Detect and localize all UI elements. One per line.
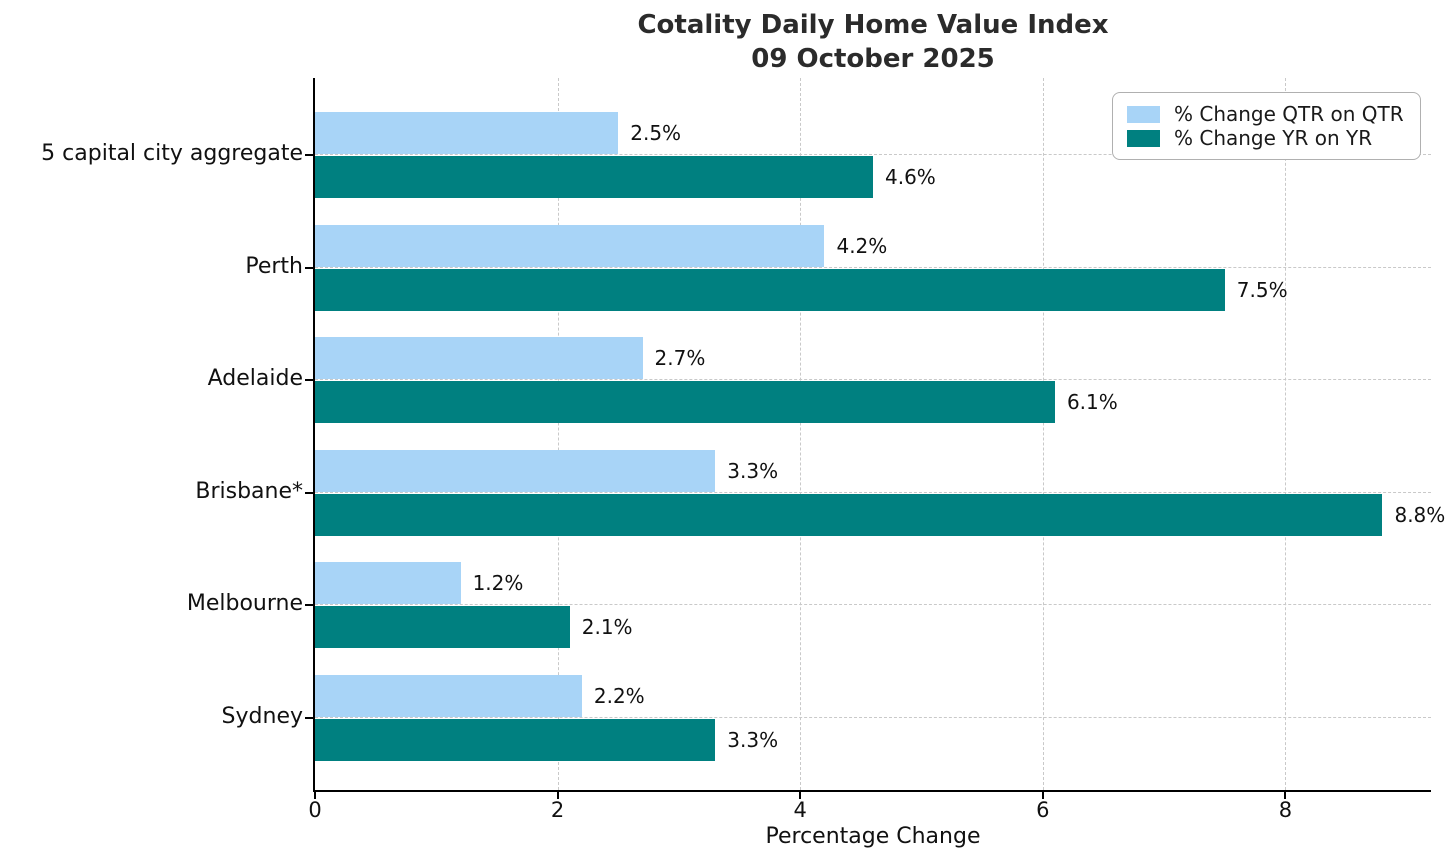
bar-value-label: 4.2% <box>836 233 888 258</box>
category-label: Brisbane* <box>195 478 303 504</box>
x-tick-label: 6 <box>1036 798 1050 822</box>
y-axis-tick <box>305 154 313 156</box>
x-tick-label: 2 <box>550 798 565 822</box>
x-axis-tick <box>799 792 802 799</box>
vertical-gridline <box>557 78 559 790</box>
x-axis-tick <box>556 792 559 799</box>
qtr-bar <box>315 675 582 717</box>
yr-bar <box>315 606 570 649</box>
yr-bar <box>315 493 1383 536</box>
y-axis-tick <box>305 266 313 269</box>
horizontal-gridline <box>315 604 1431 606</box>
horizontal-gridline <box>315 717 1431 718</box>
legend-swatch-yr-icon <box>1127 129 1160 147</box>
y-axis-tick <box>305 379 313 382</box>
legend-label-qtr: % Change QTR on QTR <box>1174 102 1404 126</box>
qtr-bar <box>315 562 461 605</box>
legend-item-qtr: % Change QTR on QTR <box>1127 102 1406 126</box>
x-axis-tick <box>314 792 316 799</box>
bar-value-label: 2.2% <box>593 684 645 708</box>
bar-value-label: 8.8% <box>1394 502 1446 527</box>
qtr-bar <box>315 224 825 267</box>
bar-value-label: 2.5% <box>630 121 682 145</box>
yr-bar <box>315 268 1225 311</box>
bar-value-label: 4.6% <box>885 165 936 189</box>
y-axis-tick <box>305 604 313 607</box>
x-tick-label: 8 <box>1278 798 1293 822</box>
yr-bar <box>315 381 1055 424</box>
vertical-gridline <box>1042 78 1044 790</box>
bar-value-label: 2.7% <box>654 346 706 371</box>
chart-subtitle: 09 October 2025 <box>751 44 995 74</box>
bar-value-label: 2.1% <box>581 615 633 640</box>
bar-value-label: 1.2% <box>472 571 524 596</box>
y-axis-tick <box>305 491 313 494</box>
category-label: Sydney <box>221 704 303 729</box>
x-tick-label: 0 <box>308 798 322 822</box>
bar-value-label: 7.5% <box>1236 277 1288 302</box>
category-label: Adelaide <box>207 366 303 392</box>
category-label: Perth <box>245 253 303 279</box>
x-tick-label: 4 <box>793 798 807 822</box>
bar-value-label: 3.3% <box>727 458 779 483</box>
y-axis-tick <box>305 717 313 719</box>
yr-bar <box>315 719 716 761</box>
legend-item-yr: % Change YR on YR <box>1127 126 1406 150</box>
plot-area: 2.5% 4.6% 4.2% 7.5% 2.7% 6.1% 3.3% 8.8% 1.2% 2.1%… <box>305 78 1445 799</box>
legend-swatch-qtr-icon <box>1127 105 1160 123</box>
bar-value-label: 6.1% <box>1066 390 1118 415</box>
chart-title: Cotality Daily Home Value Index <box>637 10 1109 40</box>
qtr-bar <box>315 112 619 154</box>
x-axis-tick <box>1041 792 1044 799</box>
x-axis-tick <box>1284 792 1287 799</box>
vertical-gridline <box>1285 78 1287 790</box>
legend-label-yr: % Change YR on YR <box>1174 126 1373 150</box>
qtr-bar <box>315 337 643 380</box>
category-label: 5 capital city aggregate <box>41 141 303 166</box>
bar-value-label: 3.3% <box>727 728 779 752</box>
qtr-bar <box>315 449 716 492</box>
horizontal-gridline <box>315 266 1431 268</box>
yr-bar <box>315 156 873 198</box>
category-label: Melbourne <box>186 591 303 617</box>
horizontal-gridline <box>315 154 1431 155</box>
horizontal-gridline <box>315 491 1431 493</box>
x-axis-label: Percentage Change <box>765 824 981 849</box>
vertical-gridline <box>800 78 802 790</box>
legend: % Change QTR on QTR % Change YR on YR <box>1112 92 1421 160</box>
horizontal-gridline <box>315 379 1431 381</box>
